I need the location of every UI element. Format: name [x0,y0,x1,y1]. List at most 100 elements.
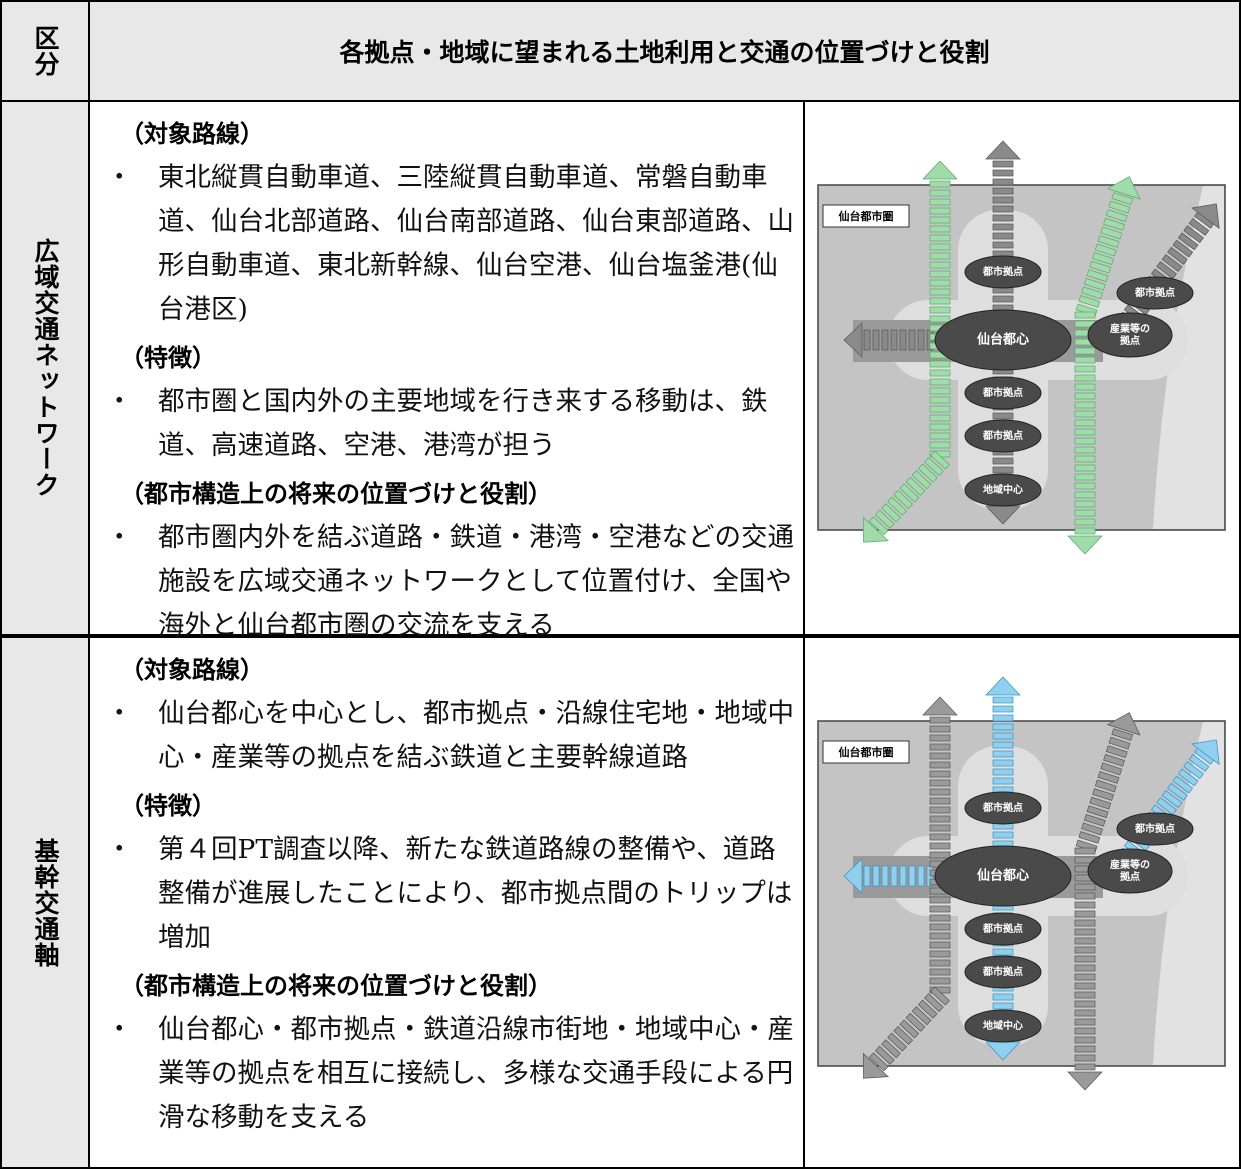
node-label: 産業等の [1110,322,1150,335]
arrow-segment [874,1045,895,1065]
arrow-segment [992,1002,1014,1010]
arrow-segment [1111,192,1134,205]
arrow-segment [874,509,895,529]
arrow-segment [1074,1018,1096,1026]
arrow-segment [992,160,1014,168]
arrow-segment [881,865,889,887]
arrow-segment [1105,209,1128,223]
arrow-segment [929,441,951,449]
arrow-segment [929,198,951,206]
arrow-segment [1156,261,1177,280]
node-label: 地域中心 [983,483,1023,496]
arrow-segment [1105,745,1128,759]
section-heading: （都市構造上の将来の位置づけと役割） [120,972,552,1000]
arrow-segment [905,476,926,496]
arrow-segment [992,412,1014,420]
arrow-segment [1074,383,1096,391]
arrow-segment [1074,500,1096,508]
arrow-segment [872,329,880,351]
arrow-segment [1074,964,1096,972]
arrow-segment [992,214,1014,222]
arrow-segment [992,732,1014,740]
arrow-segment [929,896,951,904]
arrow-segment [930,450,950,470]
arrow-segment [911,470,932,490]
arrow-segment [1074,973,1096,981]
arrow-segment [899,329,907,351]
arrow-segment [929,207,951,215]
node-label: 都市拠点 [982,801,1023,814]
arrow-segment [992,196,1014,204]
arrow-segment [1074,464,1096,472]
arrow-segment [929,851,951,859]
arrow-segment [1078,295,1101,308]
arrow-segment [917,865,925,887]
arrow-segment [929,815,951,823]
node [964,912,1042,946]
arrow-segment [1074,847,1096,855]
node [1116,812,1194,846]
arrow-head [985,676,1021,696]
arrow-segment [1074,527,1096,535]
bullet-item: ・仙台都心を中心とし、都市拠点・沿線住宅地・地域中心・産業等の拠点を結ぶ鉄道と主… [106,692,797,780]
node [964,791,1042,825]
region-edge [1153,186,1224,529]
node [1087,312,1173,358]
arrow-segment [881,503,901,523]
arrow-segment [992,295,1014,303]
arrow-segment [1074,419,1096,427]
arrow-segment [1074,374,1096,382]
arrow-segment [893,1026,914,1046]
node [964,255,1042,289]
node [1087,848,1173,894]
arrow [1067,176,1141,555]
bullet-item: ・都市圏と国内外の主要地域を行き来する移動は、鉄道、高速道路、空港、港湾が担う [106,380,797,468]
arrow-segment [1074,356,1096,364]
arrow-segment [1097,771,1120,784]
arrow-segment [929,288,951,296]
arrow-segment [929,968,951,976]
arrow-segment [899,483,920,503]
arrow [862,160,958,543]
region-label: 仙台都市圏 [839,209,894,223]
arrow-segment [929,189,951,197]
arrow-segment [992,205,1014,213]
arrow-segment [929,243,951,251]
arrow-segment [992,714,1014,722]
arrow-head [1191,203,1220,230]
arrow-segment [1172,239,1194,258]
arrow-segment [929,387,951,395]
arrow-segment [930,986,950,1006]
arrow-segment [929,360,951,368]
arrow-segment [992,232,1014,240]
arrow-segment [929,216,951,224]
row-body: （対象路線）・東北縦貫自動車道、三陸縦貫自動車道、常磐自動車道、仙台北部道路、仙… [88,100,805,641]
node-label: 都市拠点 [1134,822,1175,835]
arrow-segment [929,932,951,940]
bullet-mark: ・ [106,834,133,865]
arrow-segment [1074,910,1096,918]
arrow-segment [1074,455,1096,463]
arrow-segment [1177,768,1199,787]
node [934,309,1072,371]
bullet-text: 仙台都心・都市拠点・鉄道沿線市街地・地域中心・産業等の拠点を相互に接続し、多様な… [158,1014,794,1133]
arrow-segment [1083,277,1106,291]
node [964,1009,1042,1043]
arrow-segment [917,999,938,1019]
arrow-segment [1074,946,1096,954]
arrow-segment [1183,761,1204,780]
arrow-segment [929,725,951,733]
arrow-head [922,160,958,180]
arrow-segment [911,1006,932,1026]
section-heading: （都市構造上の将来の位置づけと役割） [120,480,552,508]
arrow-segment [929,842,951,850]
arrow-segment [1188,754,1210,772]
arrow-segment [917,463,938,483]
arrow-segment [929,941,951,949]
node [964,419,1042,453]
node-label: 都市拠点 [982,965,1023,978]
node [964,376,1042,410]
arrow-segment [929,761,951,769]
